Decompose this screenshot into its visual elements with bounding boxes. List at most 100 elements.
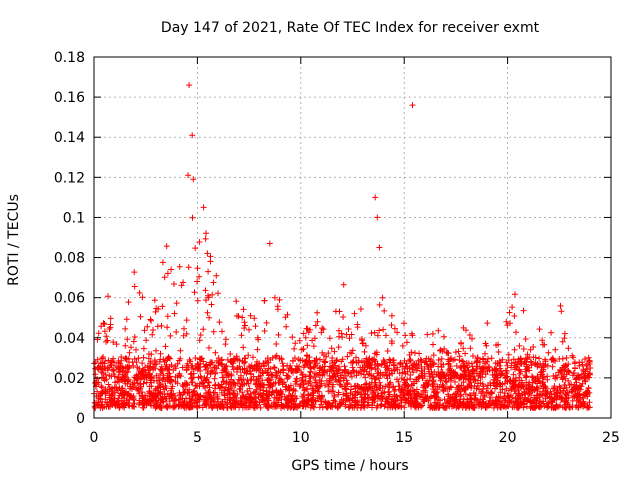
- data-point: [456, 357, 463, 364]
- data-point: [164, 270, 171, 277]
- data-point: [377, 372, 384, 379]
- data-point: [457, 364, 464, 371]
- data-point: [166, 370, 173, 377]
- data-point: [420, 387, 427, 394]
- data-point: [482, 371, 489, 378]
- data-point: [515, 394, 522, 401]
- data-point: [236, 386, 243, 392]
- data-point: [273, 341, 280, 347]
- data-point: [502, 367, 509, 374]
- data-point: [214, 404, 221, 411]
- data-point: [273, 352, 280, 359]
- data-point: [325, 383, 332, 390]
- data-point: [418, 391, 425, 398]
- data-point: [137, 313, 144, 320]
- data-point: [436, 404, 443, 411]
- data-point: [540, 383, 547, 390]
- data-point: [317, 356, 323, 363]
- data-point: [159, 303, 166, 310]
- data-point: [526, 367, 533, 374]
- data-point: [169, 383, 176, 390]
- data-point: [302, 403, 309, 410]
- data-point: [157, 381, 164, 388]
- data-point: [124, 368, 131, 375]
- data-point: [564, 389, 571, 396]
- data-point: [171, 281, 177, 287]
- data-point: [466, 332, 473, 338]
- data-point: [100, 370, 107, 377]
- data-point: [190, 393, 196, 400]
- data-point: [476, 386, 483, 393]
- data-point: [451, 373, 458, 380]
- x-tick-label: 5: [193, 430, 202, 446]
- data-point: [354, 390, 361, 396]
- y-tick-label: 0: [76, 411, 85, 427]
- data-point: [304, 342, 311, 349]
- data-point: [197, 332, 204, 338]
- data-point: [369, 402, 376, 409]
- data-point: [362, 374, 369, 381]
- data-point: [551, 383, 558, 390]
- data-point: [250, 373, 257, 380]
- data-point: [348, 331, 355, 338]
- data-point: [292, 388, 299, 394]
- data-point: [512, 359, 519, 366]
- data-point: [576, 391, 583, 398]
- data-point: [522, 372, 529, 379]
- data-point: [503, 318, 510, 325]
- data-point: [394, 329, 401, 336]
- y-tick-label: 0.12: [54, 170, 85, 186]
- data-point: [352, 394, 359, 401]
- data-point: [157, 404, 164, 411]
- data-point: [520, 346, 527, 352]
- data-point: [198, 355, 205, 362]
- data-point: [554, 389, 561, 396]
- data-point: [407, 376, 414, 382]
- data-point: [142, 392, 149, 399]
- data-point: [386, 370, 393, 377]
- data-point: [183, 330, 190, 337]
- data-point: [206, 314, 213, 321]
- data-point: [390, 357, 397, 364]
- data-point: [112, 379, 119, 386]
- data-point: [527, 346, 534, 353]
- data-point: [164, 324, 171, 331]
- data-point: [424, 331, 431, 338]
- data-point: [331, 392, 338, 399]
- data-point: [355, 359, 362, 366]
- data-point: [326, 379, 333, 386]
- data-point: [149, 331, 156, 338]
- data-point: [118, 385, 125, 392]
- data-point: [331, 348, 338, 355]
- data-point: [417, 356, 424, 363]
- data-point: [241, 325, 248, 332]
- data-point: [151, 297, 158, 304]
- data-point: [430, 341, 436, 348]
- data-point: [310, 343, 317, 350]
- data-point: [131, 404, 138, 410]
- data-point: [260, 394, 266, 401]
- data-point: [518, 402, 525, 408]
- data-point: [177, 355, 184, 362]
- data-point: [513, 363, 520, 370]
- data-point: [357, 364, 364, 371]
- x-tick-label: 20: [499, 430, 517, 446]
- data-point: [123, 355, 129, 362]
- data-point: [586, 361, 593, 367]
- data-point: [361, 359, 367, 366]
- data-point: [471, 394, 478, 401]
- data-point: [159, 259, 166, 266]
- data-point: [570, 370, 577, 376]
- data-point: [307, 326, 313, 333]
- data-point: [569, 352, 576, 359]
- data-point: [223, 336, 229, 343]
- data-point: [245, 352, 252, 359]
- data-point: [276, 375, 283, 382]
- data-point: [196, 402, 203, 409]
- data-point: [265, 365, 272, 372]
- data-point: [320, 326, 327, 333]
- data-point: [317, 382, 324, 389]
- data-point: [200, 326, 207, 333]
- data-point: [405, 383, 412, 389]
- data-point: [101, 377, 108, 384]
